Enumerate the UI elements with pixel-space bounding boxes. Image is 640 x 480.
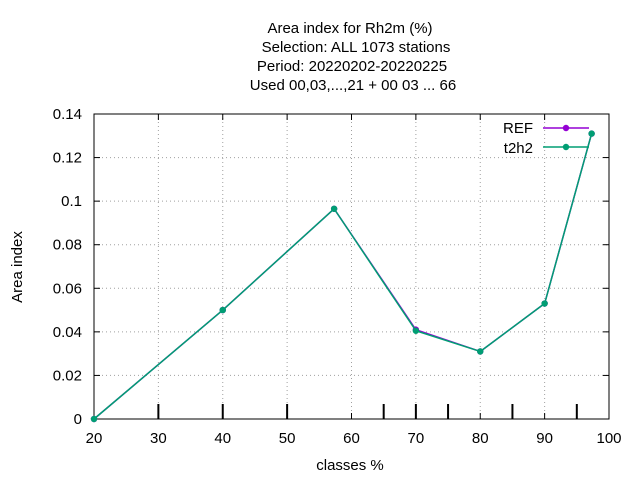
title-line-4: Used 00,03,...,21 + 00 03 ... 66 (250, 77, 456, 94)
legend-label-ref: REF (503, 120, 533, 137)
x-tick-label: 20 (86, 430, 103, 447)
y-tick-label: 0.08 (53, 237, 82, 254)
data-point-t2h2 (541, 300, 548, 307)
y-tick-label: 0.12 (53, 150, 82, 167)
y-tick-label: 0.14 (53, 106, 82, 123)
legend-marker-ref (562, 124, 570, 132)
x-tick-label: 100 (596, 430, 621, 447)
title-line-2: Selection: ALL 1073 stations (262, 39, 451, 56)
x-axis-label: classes % (316, 457, 384, 474)
x-tick-label: 30 (150, 430, 167, 447)
legend-label-t2h2: t2h2 (504, 140, 533, 157)
series-layer (90, 130, 595, 423)
data-point-t2h2 (330, 205, 338, 212)
x-axis-ticks: 20 30 40 50 60 70 80 90 100 (86, 114, 622, 447)
x-tick-label: 60 (343, 430, 360, 447)
x-tick-label: 80 (472, 430, 489, 447)
x-tick-label: 90 (536, 430, 553, 447)
y-axis-ticks: 0 0.02 0.04 0.06 0.08 0.1 0.12 0.14 (53, 106, 609, 428)
chart-title: Area index for Rh2m (%) Selection: ALL 1… (250, 20, 456, 94)
y-tick-label: 0.06 (53, 280, 82, 297)
x-tick-label: 70 (408, 430, 425, 447)
grid (94, 114, 609, 419)
y-axis-label: Area index (9, 231, 26, 303)
y-tick-label: 0.1 (61, 193, 82, 210)
data-point-t2h2 (219, 306, 226, 314)
x-tick-label: 40 (214, 430, 231, 447)
y-tick-label: 0.02 (53, 367, 82, 384)
y-tick-label: 0 (74, 411, 82, 428)
data-point-t2h2 (588, 130, 595, 137)
title-line-1: Area index for Rh2m (%) (267, 20, 432, 37)
x-tick-label: 50 (279, 430, 296, 447)
data-point-t2h2 (90, 415, 98, 423)
data-point-t2h2 (477, 348, 484, 355)
y-tick-label: 0.04 (53, 324, 82, 341)
data-point-t2h2 (412, 327, 420, 334)
title-line-3: Period: 20220202-20220225 (257, 58, 447, 75)
legend-marker-t2h2 (562, 143, 570, 151)
legend: REF t2h2 (503, 120, 589, 157)
